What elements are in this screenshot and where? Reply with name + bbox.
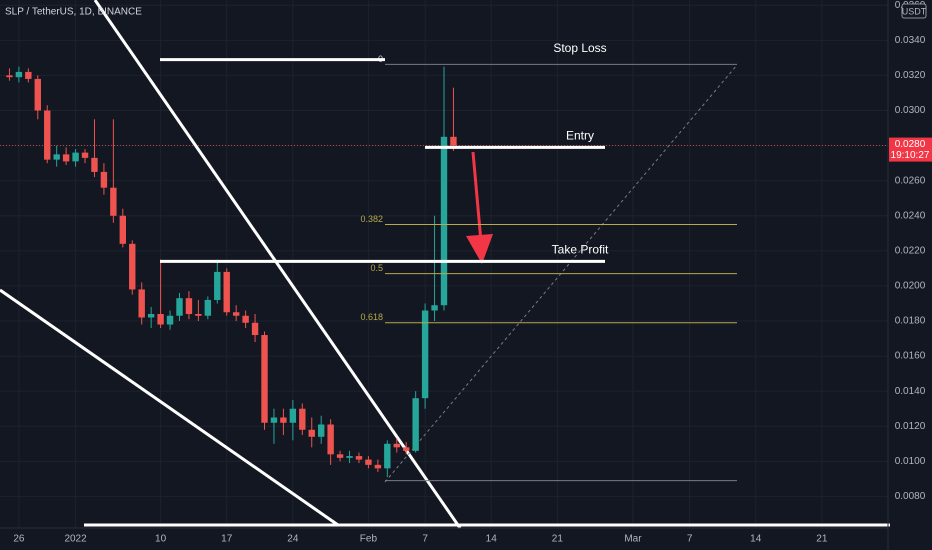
x-tick-label: 14	[486, 534, 498, 545]
fib-label: 0.5	[370, 263, 383, 273]
candle-body	[280, 417, 287, 423]
candle-body	[53, 154, 60, 160]
candle-body	[336, 454, 344, 458]
y-tick-label: 0.0080	[895, 491, 926, 502]
x-tick-label: 24	[287, 534, 299, 545]
x-tick-label: 14	[750, 534, 762, 545]
candle-body	[214, 271, 221, 300]
candle-body	[374, 464, 382, 469]
y-tick-label: 0.0300	[895, 105, 926, 116]
x-tick-label: 21	[816, 534, 828, 545]
candle-body	[450, 136, 457, 146]
candle-body	[176, 298, 183, 316]
y-tick-label: 0.0180	[895, 316, 926, 327]
candle-body	[346, 456, 353, 458]
arrow-head	[466, 234, 493, 264]
candle-body	[270, 417, 278, 423]
candle-body	[355, 456, 363, 460]
candle-body	[261, 335, 268, 423]
candle-body	[242, 315, 249, 323]
trend-line	[0, 288, 339, 527]
fib-label: 0.382	[360, 214, 383, 224]
y-tick-label: 0.0140	[895, 386, 926, 397]
x-tick-label: 17	[221, 534, 233, 545]
arrow-shaft	[471, 151, 483, 243]
trend-line	[93, 0, 462, 529]
y-tick-label: 0.0200	[895, 281, 926, 292]
candle-body	[251, 322, 259, 336]
y-tick-label: 0.0100	[895, 456, 926, 467]
candle-body	[223, 271, 230, 313]
x-tick-label: 7	[687, 534, 693, 545]
y-tick-label: 0.0160	[895, 351, 926, 362]
candle-body	[15, 71, 23, 78]
candle-body	[289, 408, 297, 423]
candle-body	[412, 398, 419, 451]
last-price-label: 0.0280	[895, 139, 926, 150]
trade-level-label: Entry	[566, 129, 594, 143]
candle-body	[195, 313, 202, 316]
currency: USDT	[902, 6, 927, 16]
candle-body	[299, 408, 306, 430]
last-price-box	[889, 137, 932, 162]
x-tick-label: 7	[422, 534, 428, 545]
y-tick-label: 0.0260	[895, 175, 926, 186]
candle-body	[440, 136, 448, 306]
trade-level-label: Take Profit	[552, 243, 609, 257]
fib-label: 0.618	[360, 312, 383, 322]
candle-body	[365, 459, 372, 465]
candle-body	[25, 71, 32, 79]
y-tick-label: 0.0220	[895, 245, 926, 256]
candle-body	[431, 305, 438, 311]
candle-body	[72, 152, 79, 162]
candle-body	[308, 429, 315, 437]
candle-body	[129, 243, 136, 290]
candle-body	[147, 313, 155, 318]
candle-body	[403, 447, 410, 451]
candle-body	[384, 443, 391, 469]
candle-body	[327, 424, 334, 455]
candle-body	[100, 171, 108, 188]
x-tick-label: 10	[155, 534, 167, 545]
x-tick-label: Feb	[360, 534, 378, 545]
y-tick-label: 0.0240	[895, 210, 926, 221]
candle-body	[119, 215, 127, 244]
trade-level-label: Stop Loss	[553, 41, 606, 55]
candle-body	[185, 298, 193, 314]
x-tick-label: Mar	[624, 534, 642, 545]
candle-body	[34, 78, 41, 111]
candle-body	[91, 157, 98, 172]
candle-body	[62, 154, 70, 162]
candle-body	[421, 310, 429, 399]
countdown: 19:10:27	[891, 150, 930, 161]
currency-box[interactable]	[901, 3, 927, 19]
candle-body	[317, 424, 325, 437]
candle-body	[393, 443, 400, 448]
candle-body	[138, 289, 145, 318]
candle-body	[110, 187, 117, 216]
y-tick-label: 0.0320	[895, 70, 926, 81]
symbol-title: SLP / TetherUS, 1D, BINANCE	[5, 7, 142, 18]
x-tick-label: 26	[13, 534, 25, 545]
candle-body	[166, 315, 174, 325]
x-tick-label: 21	[552, 534, 564, 545]
candle-body	[157, 313, 164, 325]
candle-body	[204, 299, 212, 316]
y-tick-label: 0.0120	[895, 421, 926, 432]
candle-body	[44, 110, 51, 160]
x-tick-label: 2022	[64, 534, 87, 545]
candle-body	[81, 152, 89, 158]
candles	[6, 66, 457, 478]
y-tick-label: 0.0340	[895, 35, 926, 46]
candle-body	[6, 75, 13, 78]
candle-body	[232, 312, 240, 316]
